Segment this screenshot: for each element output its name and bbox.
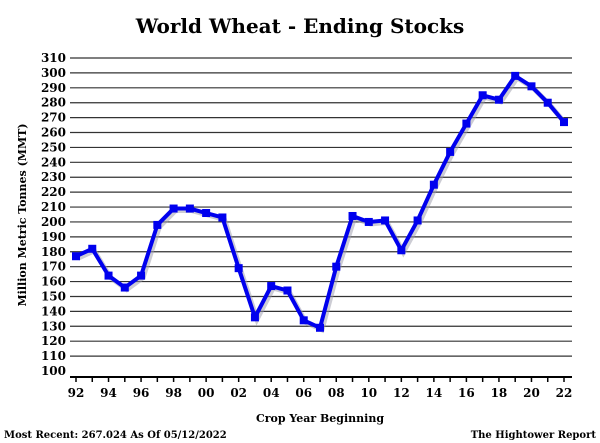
x-tick-label: 14 [426,386,443,400]
data-point [316,323,324,332]
chart-title: World Wheat - Ending Stocks [135,14,465,38]
y-tick-label: 300 [41,66,66,80]
x-tick-label: 06 [295,386,312,400]
data-point [527,82,536,91]
y-tick-label: 180 [41,245,66,259]
y-tick-label: 280 [41,96,66,110]
y-tick-label: 290 [41,81,66,95]
x-tick-label: 94 [100,386,117,400]
y-tick-label: 240 [41,155,66,169]
y-tick-label: 170 [41,260,66,274]
data-point [446,147,455,156]
x-tick-label: 12 [393,386,410,400]
data-point [511,71,520,80]
data-point [250,313,259,322]
y-tick-label: 190 [41,230,66,244]
x-tick-label: 92 [68,386,85,400]
data-point [72,252,80,261]
data-point [267,282,276,291]
x-tick-label: 18 [491,386,508,400]
y-tick-label: 260 [41,126,66,140]
data-point [299,316,308,325]
y-tick-label: 310 [41,51,66,65]
data-point [137,271,146,280]
y-tick-label: 230 [41,170,66,184]
data-point [169,204,178,213]
y-tick-label: 130 [41,319,66,333]
data-point [153,220,162,229]
data-point [381,216,390,225]
data-point [364,217,373,226]
y-tick-label: 270 [41,111,66,125]
data-point [120,283,129,292]
data-point [202,209,211,218]
x-tick-label: 00 [198,386,215,400]
y-tick-label: 140 [41,304,66,318]
data-point [332,262,341,271]
data-point [478,91,487,100]
x-tick-label: 10 [360,386,377,400]
source-credit: The Hightower Report [471,430,597,441]
data-point [185,204,194,213]
data-point [494,95,503,104]
data-point [413,216,422,225]
data-point [397,246,406,255]
x-tick-label: 08 [328,386,345,400]
most-recent-note: Most Recent: 267.024 As Of 05/12/2022 [4,430,227,441]
data-point [104,271,113,280]
data-point [462,119,471,128]
data-point [348,211,357,220]
data-point [218,213,227,222]
data-point [543,98,552,107]
x-tick-label: 98 [165,386,182,400]
data-point [429,180,438,189]
series-shadow [76,74,568,334]
x-tick-label: 20 [523,386,540,400]
y-tick-label: 110 [41,349,66,363]
data-point [88,244,97,253]
x-axis-label: Crop Year Beginning [256,412,384,425]
y-tick-label: 200 [41,215,66,229]
series-line [75,73,566,330]
data-point [283,286,292,295]
y-tick-label: 100 [41,364,66,378]
x-tick-label: 04 [263,386,280,400]
y-axis-label: Million Metric Tonnes (MMT) [16,123,29,306]
y-tick-label: 150 [41,289,66,303]
y-tick-label: 220 [41,185,66,199]
x-tick-label: 22 [556,386,573,400]
x-tick-label: 16 [458,386,475,400]
y-tick-label: 250 [41,140,66,154]
x-tick-label: 96 [133,386,150,400]
x-tick-label: 02 [230,386,247,400]
y-tick-label: 120 [41,334,66,348]
data-point [234,264,243,273]
data-point [560,118,568,127]
y-tick-label: 160 [41,275,66,289]
y-tick-label: 210 [41,200,66,214]
